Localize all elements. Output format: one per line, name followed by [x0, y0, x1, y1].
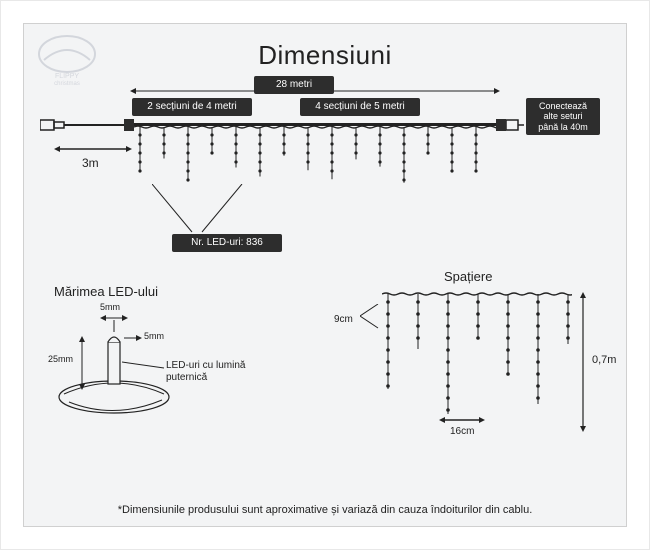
left-sections-label: 2 secțiuni de 4 metri — [132, 98, 252, 116]
lead-dim-arrow — [54, 142, 132, 156]
svg-text:FLIPPY: FLIPPY — [55, 73, 79, 80]
lead-cable-dim: 3m — [82, 156, 99, 170]
height-arrow — [576, 292, 590, 432]
svg-text:christmas: christmas — [54, 81, 80, 87]
lead-cable — [70, 124, 130, 126]
footnote: *Dimensiunile produsului sunt aproximati… — [24, 504, 626, 516]
pitch-label: 16cm — [450, 426, 474, 437]
right-sections-label: 4 secțiuni de 5 metri — [300, 98, 420, 116]
spacing-header: Spațiere — [444, 269, 492, 284]
pitch-arrow — [439, 414, 485, 426]
main-title: Dimensiuni — [24, 40, 626, 71]
led-note: LED-uri cu lumină puternică — [166, 360, 245, 384]
drop-height-label: 0,7m — [592, 354, 616, 366]
connector-left — [124, 119, 134, 131]
led-size-header: Mărimea LED-ului — [54, 284, 158, 299]
diagram-panel: FLIPPYchristmas Dimensiuni 3m 28 metri 2… — [23, 23, 627, 527]
total-length-arrow — [130, 86, 500, 96]
spacing-9cm: 9cm — [334, 314, 353, 325]
end-plug-icon — [506, 116, 524, 134]
led-side-dim: 5mm — [144, 331, 164, 341]
connector-right — [496, 119, 506, 131]
connect-note-label: Conectează alte seturi până la 40m — [526, 98, 600, 135]
plug-icon — [40, 114, 70, 136]
led-height-dim: 25mm — [48, 354, 73, 364]
icicle-curtain-spacing — [382, 292, 572, 432]
led-count-label: Nr. LED-uri: 836 — [172, 234, 282, 252]
led-top-dim: 5mm — [100, 302, 120, 312]
